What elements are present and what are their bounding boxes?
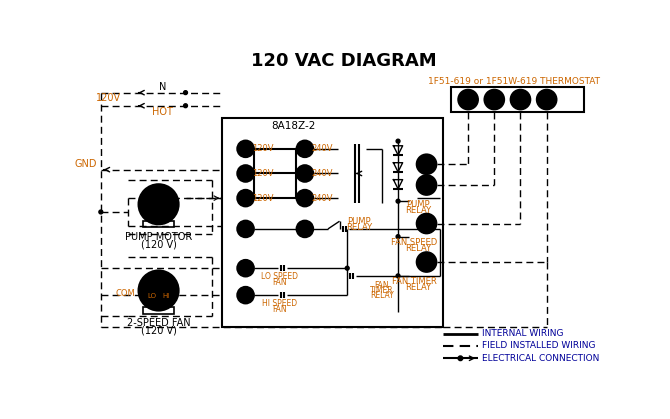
Circle shape — [396, 235, 400, 238]
Bar — [143, 308, 174, 313]
Text: TIMER: TIMER — [370, 286, 394, 295]
Text: 120V: 120V — [253, 144, 274, 153]
Text: FIELD INSTALLED WIRING: FIELD INSTALLED WIRING — [482, 341, 596, 350]
Circle shape — [417, 175, 437, 195]
Circle shape — [184, 91, 188, 95]
Circle shape — [237, 190, 254, 207]
Circle shape — [296, 165, 314, 182]
Text: ELECTRICAL CONNECTION: ELECTRICAL CONNECTION — [482, 354, 600, 363]
Circle shape — [151, 190, 165, 204]
Text: 240V: 240V — [312, 169, 334, 178]
Text: P1: P1 — [299, 225, 310, 233]
Text: Y: Y — [517, 95, 524, 105]
Text: HI: HI — [162, 293, 169, 299]
Text: RELAY: RELAY — [346, 223, 372, 232]
Text: 240V: 240V — [312, 194, 334, 203]
Text: F2: F2 — [241, 194, 251, 203]
Bar — [143, 221, 174, 228]
Text: PUMP: PUMP — [347, 217, 371, 226]
Text: N: N — [159, 82, 166, 92]
Circle shape — [396, 139, 400, 143]
Text: RELAY: RELAY — [405, 283, 431, 292]
Text: FAN: FAN — [272, 277, 287, 287]
Text: P2: P2 — [299, 169, 310, 178]
Circle shape — [537, 90, 557, 110]
Circle shape — [396, 274, 400, 278]
Circle shape — [159, 290, 172, 302]
Text: (120 V): (120 V) — [141, 239, 176, 249]
Circle shape — [345, 266, 349, 270]
Text: PUMP MOTOR: PUMP MOTOR — [125, 232, 192, 242]
Circle shape — [139, 184, 179, 224]
Text: COM: COM — [116, 289, 135, 298]
Circle shape — [458, 356, 463, 361]
Text: L2: L2 — [299, 144, 310, 153]
Text: HI: HI — [241, 291, 251, 300]
Circle shape — [396, 199, 400, 203]
Circle shape — [417, 214, 437, 233]
Circle shape — [99, 210, 103, 214]
Text: 120V: 120V — [253, 169, 274, 178]
Text: HI SPEED: HI SPEED — [262, 299, 297, 308]
Circle shape — [237, 287, 254, 304]
Circle shape — [139, 271, 179, 310]
Text: LO: LO — [147, 293, 156, 299]
Text: RELAY: RELAY — [405, 206, 431, 215]
Text: FAN: FAN — [272, 305, 287, 313]
Text: LO SPEED: LO SPEED — [261, 272, 298, 281]
Text: 120V: 120V — [253, 194, 274, 203]
Circle shape — [237, 165, 254, 182]
Text: FAN SPEED: FAN SPEED — [391, 238, 438, 247]
Text: P2: P2 — [240, 169, 251, 178]
Text: RELAY: RELAY — [370, 291, 394, 300]
Text: L1: L1 — [241, 225, 251, 233]
Text: RELAY: RELAY — [405, 244, 431, 253]
Bar — [451, 87, 584, 112]
Circle shape — [458, 90, 478, 110]
Text: N: N — [243, 144, 249, 153]
Circle shape — [296, 220, 314, 238]
Text: HOT: HOT — [152, 107, 173, 117]
Text: R: R — [464, 95, 472, 105]
Circle shape — [417, 252, 437, 272]
Text: L0: L0 — [241, 264, 251, 273]
Text: G: G — [542, 95, 551, 105]
Text: F2: F2 — [299, 194, 310, 203]
Circle shape — [484, 90, 505, 110]
Circle shape — [237, 260, 254, 277]
Text: GND: GND — [74, 159, 97, 169]
Circle shape — [184, 104, 188, 108]
Circle shape — [296, 190, 314, 207]
Text: G: G — [421, 256, 431, 269]
Text: PUMP: PUMP — [406, 200, 430, 209]
Text: INTERNAL WIRING: INTERNAL WIRING — [482, 329, 563, 338]
Circle shape — [417, 154, 437, 174]
Circle shape — [237, 220, 254, 238]
Text: R: R — [422, 158, 431, 171]
Text: 2-SPEED FAN: 2-SPEED FAN — [127, 318, 190, 328]
Text: W: W — [420, 178, 433, 191]
Text: 8A18Z-2: 8A18Z-2 — [271, 121, 316, 131]
Circle shape — [511, 90, 531, 110]
Circle shape — [151, 277, 165, 290]
Text: 120V: 120V — [96, 93, 121, 103]
Text: 120 VAC DIAGRAM: 120 VAC DIAGRAM — [251, 52, 436, 70]
Text: FAN: FAN — [375, 281, 389, 290]
Circle shape — [237, 140, 254, 157]
Text: Y: Y — [423, 217, 430, 230]
Text: 240V: 240V — [312, 144, 334, 153]
Bar — [222, 118, 444, 328]
Text: W: W — [489, 95, 500, 105]
Text: (120 V): (120 V) — [141, 326, 176, 336]
Circle shape — [296, 140, 314, 157]
Text: FAN TIMER: FAN TIMER — [392, 277, 437, 286]
Circle shape — [151, 204, 165, 218]
Text: 1F51-619 or 1F51W-619 THERMOSTAT: 1F51-619 or 1F51W-619 THERMOSTAT — [428, 77, 600, 85]
Circle shape — [145, 290, 158, 302]
